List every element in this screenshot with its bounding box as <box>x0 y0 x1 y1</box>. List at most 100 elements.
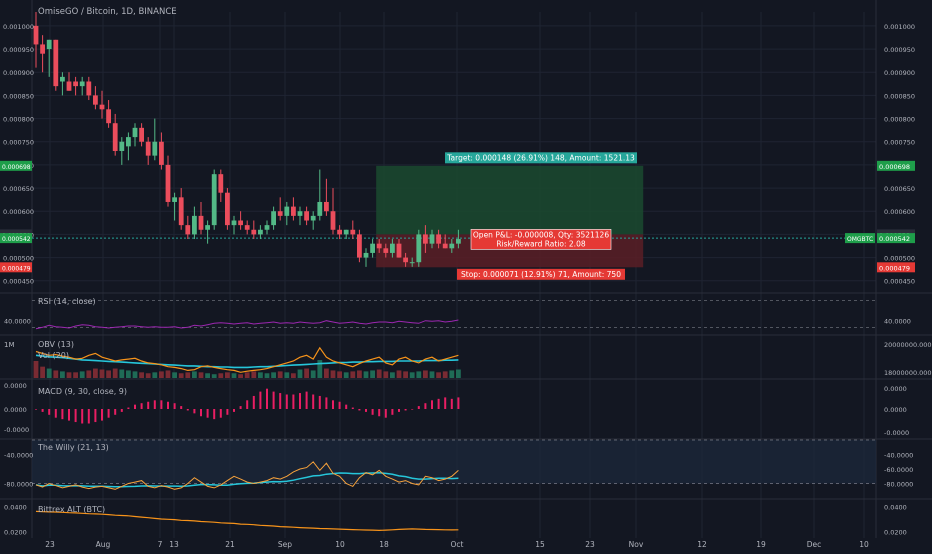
obv-line <box>35 346 459 373</box>
candle-body <box>218 174 224 193</box>
stop-price-marker-text-left: 0.000479 <box>2 265 31 272</box>
candle <box>112 113 118 156</box>
obv-axis-tick: 20000000.0000 <box>884 341 932 349</box>
macd-bar <box>226 409 229 415</box>
volume-bar <box>297 369 303 378</box>
candle-body <box>244 225 250 230</box>
candle <box>172 192 177 221</box>
candle <box>86 76 92 101</box>
candle <box>337 225 342 240</box>
candles-layer[interactable] <box>33 12 461 267</box>
indicator-panes[interactable] <box>32 300 876 532</box>
stop-label[interactable]: Stop: 0.000071 (12.91%) 71, Amount: 750 <box>457 268 625 280</box>
macd-bar <box>279 393 282 409</box>
macd-bar <box>61 409 64 420</box>
volume-bar <box>211 374 217 378</box>
candle <box>211 169 217 230</box>
vol-pane-label: Vol (20) <box>38 351 69 360</box>
candle-body <box>192 215 197 235</box>
candle <box>264 220 270 235</box>
macd-bar <box>305 391 308 409</box>
price-tick-label-left: 0.000850 <box>3 92 34 100</box>
volume-bar <box>350 371 356 378</box>
candle-body <box>231 220 237 226</box>
candle <box>66 72 72 91</box>
macd-bar <box>120 409 123 412</box>
bittrex-pane <box>35 510 459 532</box>
obv-axis-tick: 18000000.0000 <box>884 369 932 377</box>
candle-body <box>165 164 171 202</box>
candle-body <box>456 239 461 244</box>
candle-body <box>40 44 45 54</box>
candle-body <box>132 127 138 138</box>
obv-vol-pane <box>33 346 461 378</box>
macd-bar <box>173 403 176 409</box>
macd-bar <box>285 394 288 409</box>
candle <box>291 197 296 221</box>
macd-bar <box>114 409 117 415</box>
current-price-marker: 0.000542 0.000542 <box>0 233 915 244</box>
candle-body <box>126 137 131 147</box>
volume-bar <box>271 372 276 378</box>
candle-body <box>396 243 402 258</box>
macd-bar <box>457 397 460 409</box>
volume-bar <box>198 372 204 378</box>
volume-bar <box>370 370 375 378</box>
candle-body <box>423 234 428 244</box>
macd-axis-tick-left: -0.0000 <box>4 426 29 434</box>
macd-pane <box>35 388 460 424</box>
price-tick-label-left: 0.000600 <box>3 208 34 216</box>
candle <box>205 220 210 244</box>
bittrex-axis-tick-left: 0.0200 <box>4 529 27 537</box>
macd-bar <box>246 400 249 409</box>
volume-bar <box>396 370 402 378</box>
volume-bar <box>449 370 455 378</box>
macd-bar <box>107 409 110 418</box>
bittrex-axis-tick-left: 0.0400 <box>4 503 27 511</box>
target-price-marker-bg <box>877 160 915 171</box>
candle-body <box>429 234 435 244</box>
position-labels[interactable]: Target: 0.000148 (26.91%) 148, Amount: 1… <box>445 152 637 280</box>
candle-body <box>264 225 270 230</box>
candle-body <box>277 211 283 216</box>
pnl-label-text: Risk/Reward Ratio: 2.08 <box>496 239 585 248</box>
volume-bar <box>33 360 39 378</box>
macd-bar <box>292 394 295 409</box>
macd-bar <box>180 406 183 409</box>
candle-body <box>205 225 210 230</box>
candle-body <box>337 229 342 235</box>
candle <box>185 215 191 240</box>
macd-bar <box>160 400 163 409</box>
axes-layer: 23 Aug 7 13 21 Sep 10 18 Oct 15 23 Nov 12 19 Dec 10 0.00… <box>0 23 932 549</box>
candle <box>396 239 402 258</box>
volume-bar <box>218 373 224 378</box>
target-label[interactable]: Target: 0.000148 (26.91%) 148, Amount: 1… <box>445 152 637 164</box>
target-label-text: Target: 0.000148 (26.91%) 148, Amount: 1… <box>446 153 635 162</box>
x-tick-label: 19 <box>756 540 766 549</box>
candle <box>429 229 435 249</box>
candle <box>370 239 375 258</box>
price-tick-label: 0.000450 <box>884 278 915 286</box>
macd-bar <box>213 409 216 420</box>
volume-bar <box>86 370 92 378</box>
volume-bar <box>423 370 428 378</box>
volume-bar <box>205 373 210 378</box>
volume-bar <box>258 372 263 378</box>
volume-bar <box>390 372 395 378</box>
candle <box>93 86 98 110</box>
stop-price-marker: 0.000479 0.000479 <box>0 262 915 273</box>
pnl-label[interactable]: Open P&L: -0.000008, Qty: 3521126Risk/Re… <box>470 229 612 250</box>
volume-bar <box>172 372 177 378</box>
volume-bar <box>284 372 290 378</box>
volume-bar <box>40 366 45 378</box>
rsi-pane <box>32 300 876 330</box>
volume-bar <box>436 372 441 378</box>
candle-body <box>310 215 316 221</box>
candle <box>244 220 250 235</box>
macd-bar <box>186 409 189 411</box>
candle-body <box>112 123 118 151</box>
price-tick-label-left: 0.000650 <box>3 185 34 193</box>
willy-pane-label: The Willy (21, 13) <box>37 443 109 452</box>
